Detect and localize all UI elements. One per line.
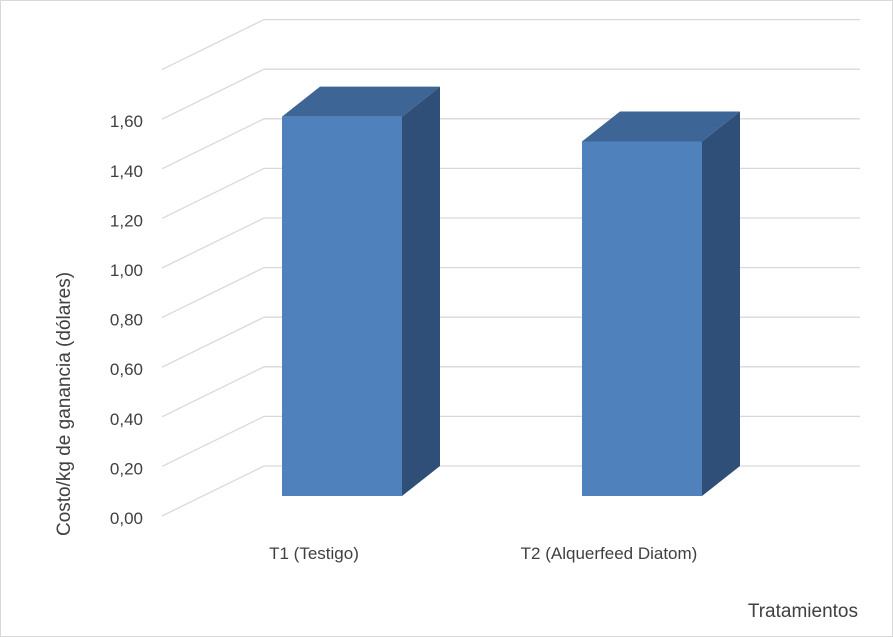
gridline	[161, 316, 860, 368]
gridline	[161, 118, 860, 170]
y-tick-label: 1,60	[110, 112, 143, 131]
y-tick-label: 0,60	[110, 360, 143, 379]
x-axis-title: Tratamientos	[748, 601, 858, 622]
y-axis-title: Costo/kg de ganancia (dólares)	[54, 272, 75, 536]
bars	[282, 86, 740, 496]
gridline	[161, 217, 860, 269]
bar-1	[282, 86, 440, 496]
gridline	[161, 167, 860, 219]
x-tick-label: T2 (Alquerfeed Diatom)	[521, 544, 698, 563]
gridline	[161, 415, 860, 467]
bar-top	[282, 86, 440, 117]
gridline	[161, 68, 860, 120]
bar-side	[402, 86, 440, 496]
bar-front	[282, 116, 402, 496]
bar-side	[702, 111, 740, 496]
y-tick-labels: 0,00 0,20 0,40 0,60 0,80 1,00 1,20 1,40 1,60	[110, 112, 143, 528]
y-tick-label: 0,20	[110, 459, 143, 478]
bar-top	[582, 111, 740, 142]
gridline	[161, 366, 860, 418]
x-tick-label: T1 (Testigo)	[269, 544, 359, 563]
y-tick-label: 1,20	[110, 211, 143, 230]
y-tick-label: 0,00	[110, 509, 143, 528]
gridline	[161, 18, 860, 71]
bar-2	[582, 111, 740, 496]
y-tick-label: 0,80	[110, 311, 143, 330]
gridline	[161, 266, 860, 319]
x-tick-labels: T1 (Testigo) T2 (Alquerfeed Diatom)	[269, 544, 697, 563]
bar-front	[582, 141, 702, 496]
y-tick-label: 0,40	[110, 410, 143, 429]
gridline	[161, 465, 860, 517]
gridlines	[161, 18, 860, 517]
y-tick-label: 1,40	[110, 162, 143, 181]
y-tick-label: 1,00	[110, 261, 143, 280]
